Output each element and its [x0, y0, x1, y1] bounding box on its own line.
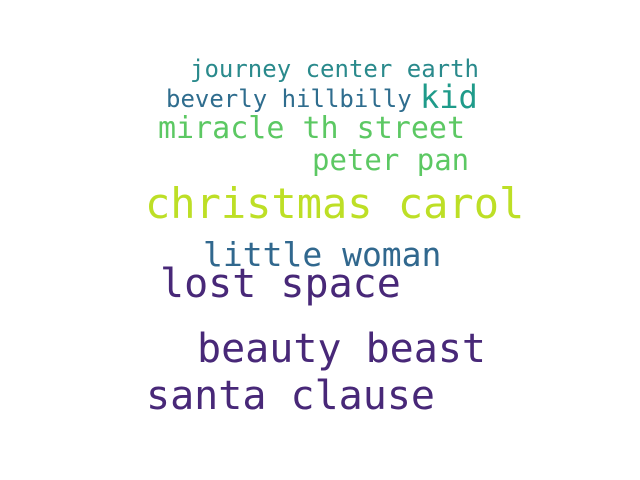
word-little-woman: little woman: [203, 235, 442, 274]
word-journey-center-earth: journey center earth: [190, 55, 479, 83]
word-santa-clause: santa clause: [146, 373, 435, 419]
word-lost-space: lost space: [160, 261, 401, 307]
word-beverly-hillbilly: beverly hillbilly: [166, 85, 412, 113]
word-miracle-th-street: miracle th street: [158, 111, 466, 146]
word-christmas-carol: christmas carol: [145, 179, 525, 228]
word-kid: kid: [420, 78, 478, 116]
word-peter-pan: peter pan: [312, 143, 470, 177]
word-beauty-beast: beauty beast: [197, 326, 486, 372]
